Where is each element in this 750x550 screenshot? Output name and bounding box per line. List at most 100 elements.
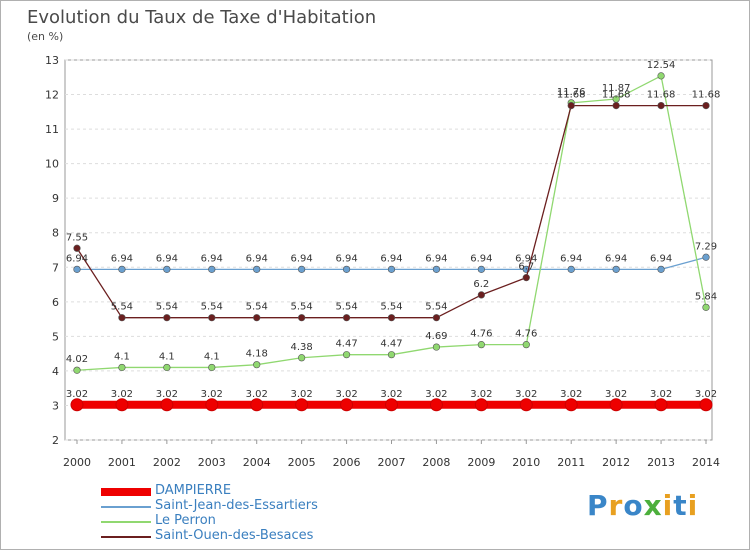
chart-subtitle: (en %) [27,30,64,43]
data-point [298,354,306,362]
data-point [208,265,216,273]
data-point [163,314,171,322]
data-point [298,265,306,273]
y-tick-label: 6 [52,296,59,309]
data-label: 5.54 [111,302,133,313]
data-label: 4.76 [470,329,492,340]
data-label: 6.94 [291,253,313,264]
legend-label: Saint-Jean-des-Essartiers [155,498,318,513]
data-label: 3.02 [201,389,223,400]
data-point [699,398,713,412]
data-label: 7.55 [66,232,88,243]
plot-area [64,59,713,441]
logo-letter: x [643,489,663,522]
x-tick-label: 2008 [422,456,450,469]
data-point [73,265,81,273]
data-point [340,398,354,412]
legend-swatch [101,506,151,508]
data-label: 6.94 [66,253,88,264]
data-label: 6.2 [473,279,489,290]
data-point [657,101,665,110]
data-point [387,265,396,273]
data-label: 6.7 [518,262,534,273]
data-point [118,265,126,273]
data-label: 5.54 [380,302,402,313]
data-label: 3.02 [291,389,313,400]
data-point [432,265,441,273]
y-tick-label: 2 [52,434,59,447]
data-point [118,363,126,372]
data-label: 4.69 [425,331,447,342]
data-label: 3.02 [650,389,672,400]
data-label: 5.54 [291,302,313,313]
data-point [342,314,351,322]
y-tick-label: 5 [52,330,59,343]
data-label: 6.94 [470,253,492,264]
x-tick-label: 2002 [153,456,181,469]
data-label: 6.94 [111,253,133,264]
data-label: 4.1 [114,351,130,362]
x-tick-label: 2005 [288,456,316,469]
data-point [564,398,578,412]
logo-letter: P [587,489,609,522]
data-label: 5.54 [201,302,223,313]
data-point [160,398,174,412]
data-label: 3.02 [111,389,133,400]
data-label: 5.54 [156,302,178,313]
x-tick-label: 2012 [602,456,630,469]
data-point [657,265,665,273]
data-point [250,398,264,412]
data-point [295,398,309,412]
chart-title: Evolution du Taux de Taxe d'Habitation [27,7,377,28]
data-label: 3.02 [156,389,178,400]
data-label: 6.94 [560,253,582,264]
data-point [163,363,171,372]
data-label: 11.68 [602,90,631,101]
data-point [477,341,485,349]
x-tick-label: 2010 [512,456,540,469]
data-point [609,398,623,412]
data-point [70,398,84,412]
data-point [432,314,441,322]
data-label: 3.02 [425,389,447,400]
data-point [567,265,575,273]
data-point [567,101,575,110]
data-point [474,398,488,412]
data-label: 4.76 [515,329,537,340]
data-label: 3.02 [515,389,537,400]
data-point [522,274,530,282]
data-point [387,314,396,322]
legend-label: DAMPIERRE [155,483,232,498]
data-point [253,265,261,273]
y-tick-label: 9 [52,192,59,205]
data-label: 4.18 [246,349,268,360]
y-tick-label: 8 [52,227,59,240]
data-point [702,303,710,311]
data-point [387,351,396,359]
data-point [253,361,261,369]
data-label: 6.94 [156,253,178,264]
data-label: 11.76 [557,87,586,98]
data-label: 6.94 [246,253,268,264]
x-tick-label: 2009 [467,456,495,469]
data-label: 3.02 [560,389,582,400]
y-tick-label: 11 [45,123,59,136]
data-label: 11.68 [557,90,586,101]
legend-swatch [101,488,151,496]
data-label: 11.87 [602,83,631,94]
x-tick-label: 2006 [333,456,361,469]
data-point [702,101,710,110]
legend-label: Saint-Ouen-des-Besaces [155,528,314,543]
data-label: 11.68 [647,90,676,101]
data-label: 3.02 [695,389,717,400]
logo-letter: o [623,489,644,522]
y-tick-label: 3 [52,399,59,412]
x-tick-label: 2000 [63,456,91,469]
x-tick-label: 2001 [108,456,136,469]
data-point [519,398,533,412]
data-point [477,265,485,273]
data-point [612,265,620,273]
y-tick-label: 7 [52,261,59,274]
